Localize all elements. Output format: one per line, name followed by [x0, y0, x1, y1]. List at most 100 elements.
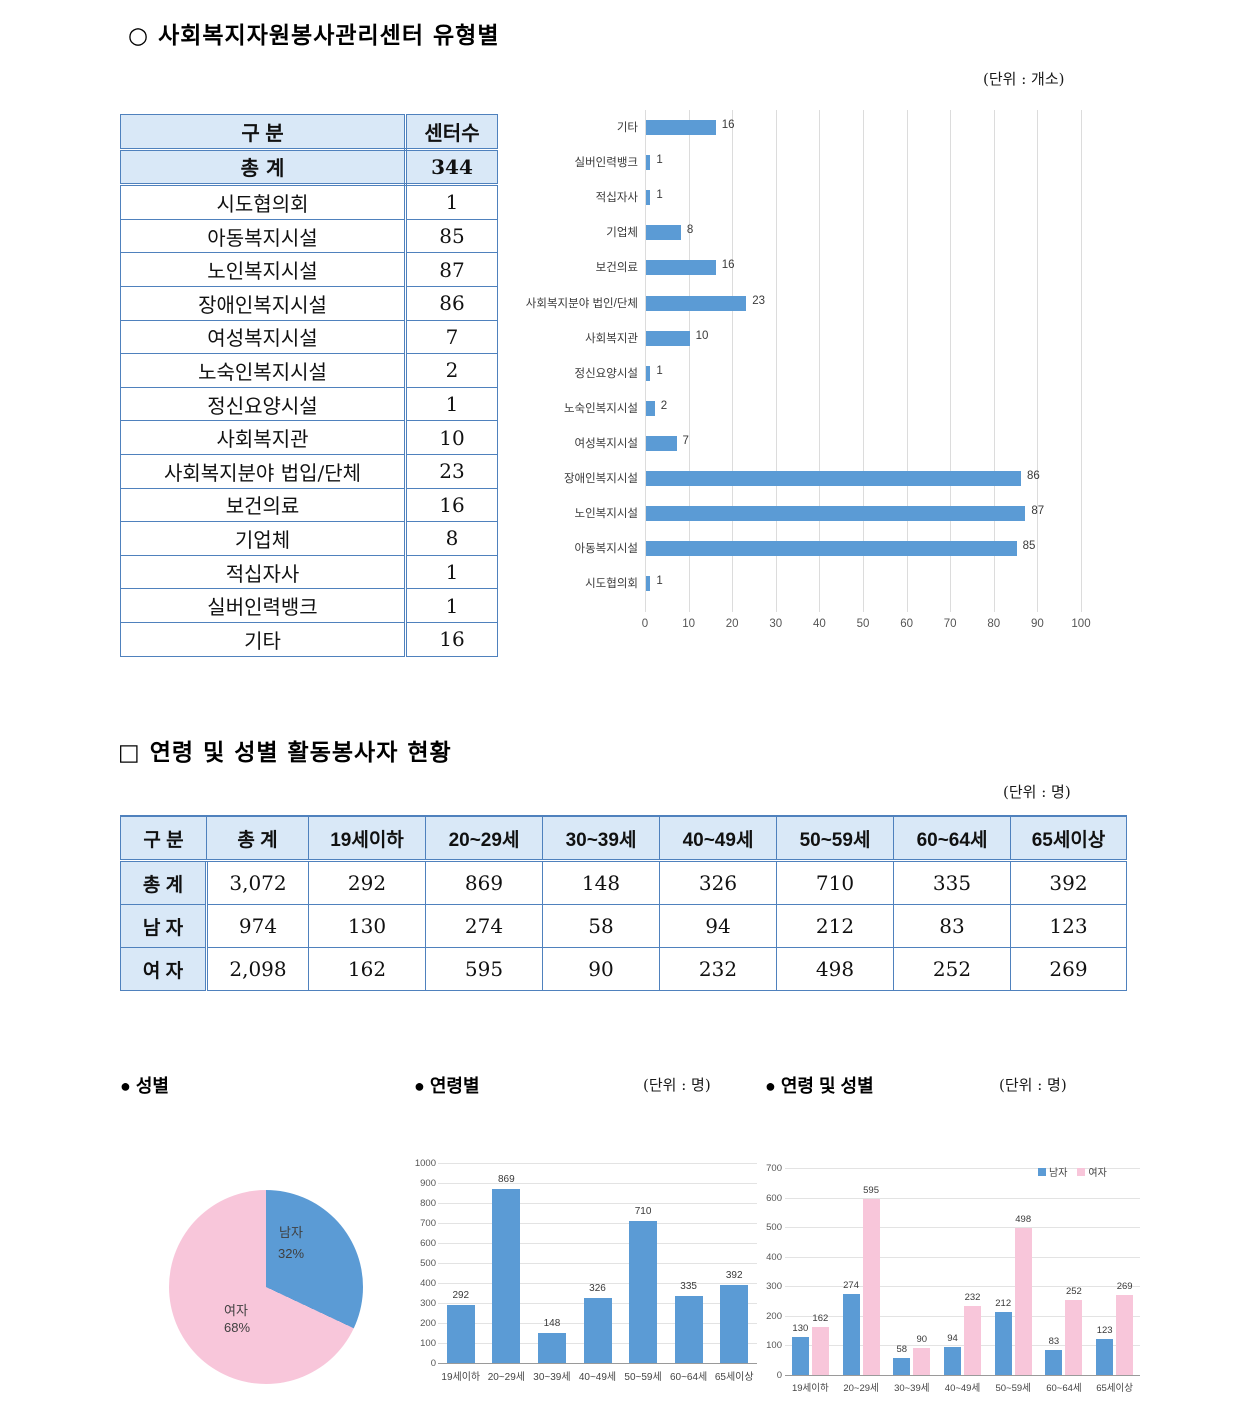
bar-value-label: 85	[1022, 540, 1036, 553]
y-axis-tick: 800	[420, 1198, 436, 1209]
gridline	[438, 1223, 757, 1224]
category-label: 20~29세	[487, 1372, 525, 1383]
category-label: 40~49세	[578, 1372, 617, 1383]
bar	[583, 1297, 612, 1363]
value-cell: 274	[425, 904, 543, 948]
header-cell: 총 계	[206, 815, 309, 862]
bar	[646, 400, 655, 416]
table-row: 여성복지시설 7	[120, 319, 498, 355]
value-cell: 344	[405, 148, 498, 187]
bar-value-label: 1	[656, 154, 663, 167]
value-cell: 252	[893, 947, 1011, 991]
bar-value-label: 274	[843, 1279, 859, 1291]
x-axis-tick: 40	[812, 618, 826, 630]
gridline	[785, 1197, 1140, 1199]
table-row: 총 계 3,072 292 869 148 326 710 335 392	[120, 860, 1127, 905]
center-type-bar-chart: 0 10 20 30 40 50 60 70 80 90 100 기타 16 실버인력뱅크 1 적십자사 1 기업…	[520, 106, 1095, 651]
x-axis-line	[438, 1363, 757, 1364]
bar-value-label: 7	[682, 434, 689, 447]
bar	[1096, 1338, 1114, 1375]
category-label: 여성복지시설	[574, 437, 638, 450]
row-label-cell: 여성복지시설	[120, 319, 407, 355]
row-label-cell: 아동복지시설	[120, 218, 407, 254]
value-cell: 595	[425, 947, 543, 991]
bar-value-label: 292	[452, 1289, 470, 1301]
y-axis-tick: 200	[420, 1318, 436, 1329]
gridline	[785, 1315, 1140, 1317]
value-cell: 212	[776, 904, 894, 948]
bar	[646, 295, 747, 311]
bar-value-label: 1	[656, 189, 663, 202]
bar-value-label: 1	[656, 575, 663, 588]
bar-value-label: 2	[660, 399, 668, 412]
category-label: 20~29세	[843, 1383, 879, 1394]
x-axis-tick: 30	[769, 618, 783, 630]
x-axis-tick: 80	[987, 618, 1001, 630]
category-label: 사회복지관	[585, 332, 638, 345]
bar-value-label: 87	[1031, 505, 1045, 518]
gridline	[993, 110, 995, 612]
bar-value-label: 16	[721, 259, 735, 272]
value-cell: 123	[1010, 904, 1127, 948]
value-cell: 16	[405, 621, 498, 657]
value-cell: 162	[308, 947, 426, 991]
bar	[964, 1306, 981, 1375]
header-cell: 센터수	[405, 114, 498, 151]
value-cell: 1	[405, 588, 498, 623]
value-cell: 94	[659, 904, 777, 948]
legend-swatch	[1077, 1168, 1086, 1176]
gridline	[775, 110, 777, 612]
y-axis-tick: 500	[766, 1222, 782, 1234]
bar-value-label: 869	[498, 1174, 515, 1186]
bar-value-label: 232	[964, 1292, 981, 1304]
legend-item: 여자	[1077, 1168, 1107, 1179]
table-row: 사회복지관 10	[120, 420, 498, 455]
bar-value-label: 123	[1096, 1324, 1113, 1336]
value-cell: 1	[405, 386, 498, 422]
bar	[1116, 1295, 1134, 1375]
category-label: 30~39세	[533, 1372, 571, 1383]
legend: 남자 여자	[1038, 1164, 1107, 1179]
category-label: 노인복지시설	[574, 508, 638, 521]
gridline	[1037, 110, 1039, 612]
pie-slice-label: 32%	[277, 1246, 305, 1261]
bar	[537, 1333, 566, 1363]
row-label-cell: 기타	[120, 621, 407, 657]
value-cell: 90	[542, 947, 660, 991]
category-label: 65세이상	[1096, 1383, 1134, 1394]
gridline	[785, 1256, 1140, 1258]
table-row: 실버인력뱅크 1	[120, 588, 498, 623]
gender-pie-chart	[169, 1190, 363, 1384]
row-label-cell: 시도협의회	[120, 184, 407, 220]
x-axis-tick: 90	[1030, 618, 1044, 630]
table-row: 기업체 8	[120, 521, 498, 556]
value-cell: 3,072	[206, 860, 309, 905]
y-axis-tick: 600	[420, 1238, 436, 1249]
center-type-table-body: 구 분 센터수 총 계 344 시도협의회 1 아동복지시설 85 노인복지시설 87 장애인복지시…	[120, 114, 498, 657]
value-cell: 87	[405, 252, 498, 287]
bar-value-label: 335	[680, 1281, 697, 1292]
category-label: 사회복지분야 법인/단체	[525, 297, 638, 310]
bar-value-label: 94	[947, 1333, 958, 1345]
value-cell: 335	[893, 860, 1011, 905]
gridline	[438, 1203, 757, 1204]
y-axis-tick: 600	[766, 1192, 782, 1204]
bar-value-label: 23	[752, 294, 766, 307]
gridline	[863, 110, 864, 612]
table-row: 남 자 974 130 274 58 94 212 83 123	[120, 904, 1127, 948]
value-cell: 7	[405, 319, 498, 355]
y-axis-tick: 1000	[414, 1158, 436, 1169]
bar	[646, 225, 681, 241]
bar	[994, 1312, 1012, 1375]
value-cell: 23	[405, 453, 498, 489]
bar	[913, 1348, 931, 1375]
value-cell: 86	[405, 285, 498, 321]
row-label-cell: 적십자사	[120, 554, 407, 590]
gridline	[819, 110, 821, 612]
category-label: 시도협의회	[585, 578, 638, 591]
value-cell: 10	[405, 420, 498, 455]
y-axis-tick: 0	[430, 1358, 436, 1369]
